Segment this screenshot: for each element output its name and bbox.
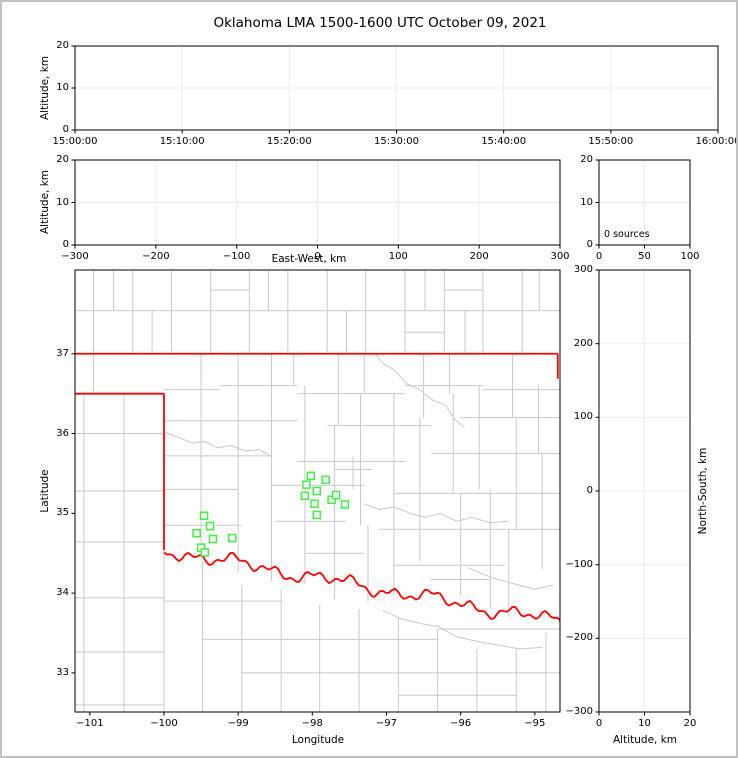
source-count-annotation: 0 sources xyxy=(604,229,650,240)
lma-station-marker xyxy=(312,510,322,520)
plan-view-map-panel-ytick-label: 33 xyxy=(56,666,69,678)
north-south-height-panel-ytick-label: −300 xyxy=(565,706,593,717)
east-west-height-panel-ytick-label: 0 xyxy=(62,239,69,250)
source-histogram-panel-xtick-label: 0 xyxy=(595,251,603,262)
figure-title: Oklahoma LMA 1500-1600 UTC October 09, 2… xyxy=(213,15,547,31)
eastwest-panel-ylabel: Altitude, km xyxy=(39,169,51,235)
plan-view-map-panel-ytick-label: 35 xyxy=(56,507,69,519)
time-height-panel[interactable] xyxy=(71,45,719,134)
source-histogram-panel-ytick-label: 10 xyxy=(580,196,593,208)
lma-station-marker xyxy=(205,521,215,531)
northsouth-panel-xlabel: Altitude, km xyxy=(612,734,678,746)
river-line xyxy=(382,610,543,650)
plan-view-map-panel-xtick-label: −101 xyxy=(76,718,104,729)
lma-station-marker xyxy=(340,500,350,509)
plan-view-map-panel-ytick-label: 34 xyxy=(56,587,69,599)
north-south-height-panel-ytick-label: 200 xyxy=(573,337,593,349)
time-panel-ylabel: Altitude, km xyxy=(39,55,51,121)
time-height-panel-ytick-label: 10 xyxy=(56,82,69,93)
lma-station-marker xyxy=(306,471,316,481)
map-panel-ylabel: Latitude xyxy=(39,469,51,513)
lma-station-marker xyxy=(199,511,209,520)
time-height-panel-xtick-label: 15:50:00 xyxy=(588,136,634,147)
source-histogram-panel-ytick-label: 0 xyxy=(586,239,593,250)
lma-station-marker xyxy=(208,534,218,544)
north-south-height-panel-xtick-label: 0 xyxy=(595,718,603,729)
northsouth-panel-ylabel: North-South, km xyxy=(697,447,709,535)
lma-station-marker xyxy=(321,475,330,485)
east-west-height-panel-xtick-label: 0 xyxy=(314,251,321,262)
east-west-height-panel-xtick-label: −300 xyxy=(61,251,89,262)
east-west-height-panel-xtick-label: 100 xyxy=(388,251,408,262)
plan-view-map-panel-xtick-label: −96 xyxy=(450,718,472,729)
plan-view-map-panel-xtick-label: −95 xyxy=(524,718,546,729)
plan-view-map-panel-xtick-label: −99 xyxy=(227,718,249,729)
east-west-height-panel-xtick-label: 200 xyxy=(469,251,489,262)
map-layers xyxy=(75,270,560,712)
lma-station-marker xyxy=(302,480,311,489)
map-panel-xlabel: Longitude xyxy=(291,734,345,746)
time-height-panel-ytick-label: 20 xyxy=(56,40,69,51)
east-west-height-panel-xtick-label: −200 xyxy=(142,251,170,262)
lma-station-marker xyxy=(200,548,210,557)
river-line xyxy=(374,353,465,428)
north-south-height-panel-ytick-label: −100 xyxy=(565,558,593,570)
time-height-panel-xtick-label: 16:00:00 xyxy=(695,136,738,147)
source-histogram-panel-ytick-label: 20 xyxy=(580,154,593,165)
time-height-panel-xtick-label: 15:20:00 xyxy=(266,136,312,147)
plan-view-map-panel-ytick-label: 37 xyxy=(56,347,69,359)
north-south-height-panel-ytick-label: 100 xyxy=(573,411,593,423)
source-histogram-panel-xtick-label: 100 xyxy=(680,251,700,262)
source-histogram-panel-xtick-label: 50 xyxy=(638,251,651,262)
lma-station-marker xyxy=(300,491,310,501)
east-west-height-panel[interactable] xyxy=(71,159,561,249)
time-height-panel-xtick-label: 15:30:00 xyxy=(374,136,419,147)
north-south-height-panel-ytick-label: 300 xyxy=(573,264,593,275)
lma-station-marker xyxy=(327,495,336,505)
plan-view-map-panel-ytick-label: 36 xyxy=(56,427,69,439)
plan-view-map-panel-xtick-label: −98 xyxy=(301,718,323,729)
state-border-red-river xyxy=(163,551,560,622)
north-south-height-panel-ytick-label: 0 xyxy=(586,485,593,496)
time-height-panel-xtick-label: 15:00:00 xyxy=(52,136,98,147)
lma-station-marker xyxy=(310,499,319,509)
river-line xyxy=(467,567,554,590)
lma-station-marker xyxy=(227,533,237,543)
north-south-height-panel-ytick-label: −200 xyxy=(565,632,593,644)
plan-view-map-panel-frame xyxy=(74,269,561,713)
east-west-height-panel-ytick-label: 10 xyxy=(56,196,69,208)
time-height-panel-xtick-label: 15:40:00 xyxy=(481,136,527,147)
north-south-height-panel[interactable] xyxy=(595,269,691,716)
lma-station-marker xyxy=(192,529,201,538)
east-west-height-panel-xtick-label: −100 xyxy=(222,251,251,262)
lma-station-marker xyxy=(312,486,322,496)
plan-view-map-panel[interactable] xyxy=(71,269,561,716)
lma-station-marker xyxy=(331,490,341,500)
plan-view-map-panel-xtick-label: −100 xyxy=(150,718,178,729)
north-south-height-panel-xtick-label: 20 xyxy=(683,718,697,729)
time-height-panel-xtick-label: 15:10:00 xyxy=(159,136,205,147)
eastwest-panel-xlabel: East-West, km xyxy=(271,253,347,265)
plan-view-map-panel-xtick-label: −97 xyxy=(375,718,397,729)
east-west-height-panel-ytick-label: 20 xyxy=(56,154,69,165)
river-line xyxy=(364,503,509,524)
river-line xyxy=(163,431,272,457)
source-histogram-panel[interactable] xyxy=(595,159,691,249)
north-south-height-panel-xtick-label: 10 xyxy=(638,718,651,729)
east-west-height-panel-xtick-label: 300 xyxy=(550,251,570,262)
time-height-panel-ytick-label: 0 xyxy=(62,124,69,135)
